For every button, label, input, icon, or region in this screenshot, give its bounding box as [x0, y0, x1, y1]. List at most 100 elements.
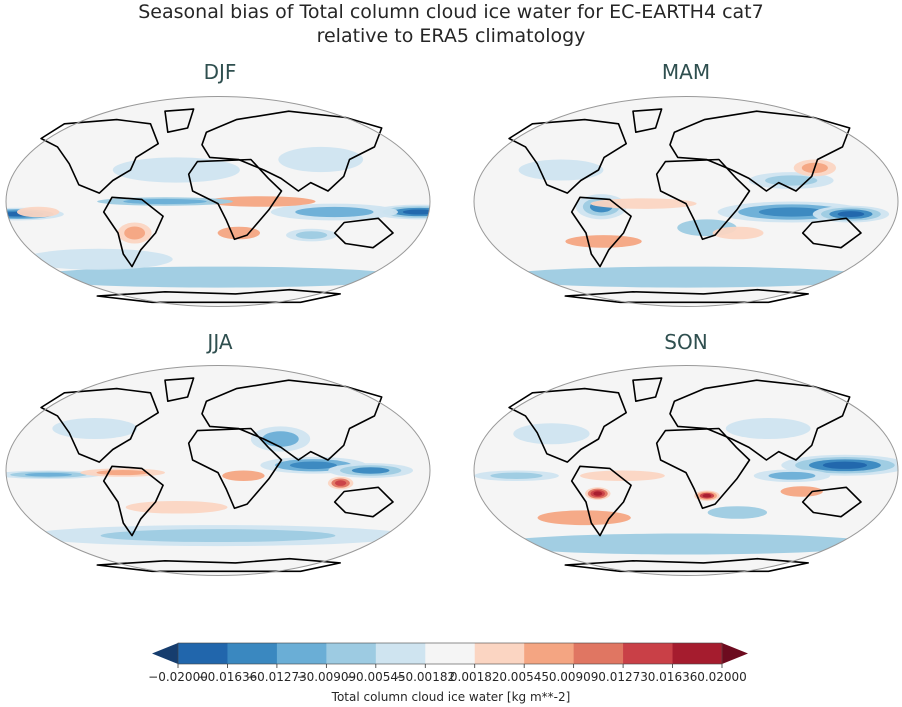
- coastline-africa: [655, 158, 751, 241]
- bias-contour: [537, 510, 631, 526]
- coastline-north-america: [40, 118, 159, 194]
- coastline-antarctica: [96, 288, 342, 304]
- map-djf: [5, 96, 431, 307]
- map-border: [5, 365, 431, 576]
- coastline-australia: [333, 486, 394, 518]
- panel-title-mam: MAM: [661, 60, 711, 84]
- map-border: [473, 365, 899, 576]
- colorbar-tick-label: −0.01273: [247, 670, 307, 684]
- coastline-greenland: [164, 108, 195, 134]
- bias-contour: [123, 198, 207, 205]
- bias-contour: [402, 209, 430, 215]
- bias-contour: [822, 461, 868, 469]
- colorbar-segment: [178, 643, 228, 664]
- colorbar-tick-label: −0.00909: [297, 670, 357, 684]
- bias-contour: [217, 226, 261, 240]
- coastline-antarctica: [564, 557, 810, 573]
- bias-contour: [780, 486, 823, 497]
- colorbar-under-arrow: [152, 643, 178, 664]
- coastline-eurasia: [201, 110, 383, 192]
- map-son: [473, 365, 899, 576]
- map-border: [473, 96, 899, 307]
- colorbar-over-arrow: [722, 643, 748, 664]
- colorbar-tick-label: 0.02000: [697, 670, 747, 684]
- panel-title-son: SON: [664, 330, 708, 354]
- colorbar-tick-label: −0.00182: [395, 670, 455, 684]
- colorbar-segment: [573, 643, 624, 664]
- coastline-greenland: [164, 377, 195, 403]
- bias-contour: [52, 418, 138, 439]
- bias-contour: [707, 506, 768, 519]
- bias-contour: [580, 470, 665, 481]
- map-border: [5, 96, 431, 307]
- colorbar-segment: [474, 643, 525, 664]
- coastline-australia: [801, 217, 862, 249]
- bias-contour: [725, 418, 811, 439]
- colorbar-tick-label: 0.00545: [499, 670, 549, 684]
- colorbar-tick-label: −0.01636: [198, 670, 258, 684]
- bias-contour: [24, 472, 73, 477]
- bias-contour: [768, 471, 816, 480]
- colorbar-segment: [227, 643, 278, 664]
- bias-contour: [24, 248, 173, 270]
- bias-contour: [112, 157, 240, 183]
- chart-title: Seasonal bias of Total column cloud ice …: [0, 0, 902, 48]
- bias-contour: [518, 159, 604, 181]
- coastline-south-america: [570, 196, 632, 268]
- colorbar-tick-label: −0.00545: [346, 670, 406, 684]
- colorbar-segment: [276, 643, 327, 664]
- panel-title-djf: DJF: [203, 60, 237, 84]
- bias-contour: [16, 206, 60, 218]
- coastline-africa: [655, 427, 751, 510]
- bias-contour: [490, 472, 543, 479]
- coastline-australia: [333, 217, 394, 249]
- colorbar-tick-label: 0.01273: [598, 670, 648, 684]
- colorbar-segment: [425, 643, 476, 664]
- bias-contour: [837, 211, 865, 218]
- bias-contour: [295, 206, 374, 218]
- coastline-north-america: [508, 118, 627, 194]
- coastline-eurasia: [201, 379, 383, 461]
- coastline-north-america: [40, 387, 159, 463]
- colorbar-tick-label: 0.01636: [648, 670, 698, 684]
- coastline-north-america: [508, 387, 627, 463]
- colorbar-tick-label: −0.02000: [148, 670, 208, 684]
- bias-contour: [222, 470, 265, 481]
- coastline-south-america: [102, 465, 164, 537]
- map-jja: [5, 365, 431, 576]
- bias-contour: [513, 423, 590, 445]
- bias-contour: [27, 266, 409, 288]
- bias-contour: [758, 207, 825, 217]
- title-line-2: relative to ERA5 climatology: [316, 25, 586, 47]
- bias-contour: [262, 431, 299, 447]
- bias-contour: [334, 480, 347, 486]
- coastline-antarctica: [564, 288, 810, 304]
- coastline-africa: [187, 427, 283, 510]
- coastline-south-america: [102, 196, 164, 268]
- coastline-greenland: [632, 108, 663, 134]
- bias-contour: [125, 500, 228, 514]
- colorbar-tick-label: 0.00909: [549, 670, 599, 684]
- bias-contour: [495, 533, 877, 555]
- coastline-greenland: [632, 377, 663, 403]
- colorbar-label: Total column cloud ice water [kg m**-2]: [331, 690, 571, 704]
- bias-contour: [205, 196, 316, 207]
- bias-contour: [565, 235, 642, 248]
- bias-contour: [278, 146, 364, 173]
- title-line-1: Seasonal bias of Total column cloud ice …: [138, 1, 764, 23]
- bias-contour: [593, 491, 603, 496]
- coastline-eurasia: [669, 379, 851, 461]
- coastline-australia: [801, 486, 862, 518]
- coastline-antarctica: [96, 557, 342, 573]
- panel-title-jja: JJA: [207, 330, 233, 354]
- bias-contour: [289, 461, 337, 469]
- bias-contour: [765, 175, 818, 186]
- coastline-eurasia: [669, 110, 851, 192]
- map-mam: [473, 96, 899, 307]
- bias-contour: [100, 529, 336, 543]
- bias-contour: [124, 226, 146, 240]
- colorbar-segment: [623, 643, 674, 664]
- bias-contour: [96, 470, 149, 476]
- colorbar-segment: [672, 643, 723, 664]
- colorbar-segment: [375, 643, 426, 664]
